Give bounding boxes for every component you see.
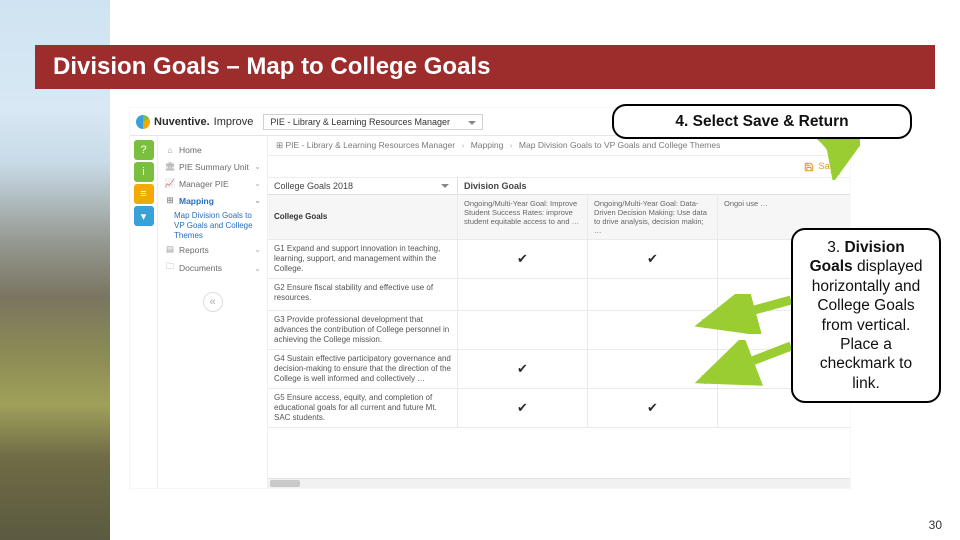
collapse-nav-button[interactable]: «	[203, 292, 223, 312]
nav-documents-label: Documents	[179, 263, 254, 273]
matrix-row: G5 Ensure access, equity, and completion…	[268, 389, 850, 428]
rail-help-icon[interactable]: ?	[134, 140, 154, 160]
nav-summary[interactable]: 🏛 PIE Summary Unit ⌄	[162, 158, 263, 175]
brand: Nuventive. Improve	[136, 115, 253, 129]
chevron-down-icon: ⌄	[254, 245, 261, 254]
nav-manager-label: Manager PIE	[179, 179, 254, 189]
matrix-cell[interactable]: ✔	[458, 350, 588, 388]
callout-b-post: displayed horizontally and College Goals…	[812, 258, 923, 391]
checkmark-icon: ✔	[517, 400, 528, 416]
arrow-to-grid-1	[695, 294, 795, 334]
nav-mapping[interactable]: ⊞ Mapping ⌄	[162, 192, 263, 209]
checkmark-icon: ✔	[647, 251, 658, 267]
callout-division-goals: 3. Division Goals displayed horizontally…	[791, 228, 941, 403]
scrollbar-thumb[interactable]	[270, 480, 300, 487]
nav-summary-label: PIE Summary Unit	[179, 162, 254, 172]
nav-home[interactable]: ⌂ Home	[162, 142, 263, 158]
action-bar: Save	[268, 156, 850, 178]
arrow-to-grid-2	[695, 340, 795, 390]
checkmark-icon: ✔	[647, 400, 658, 416]
rail-info-icon[interactable]: i	[134, 162, 154, 182]
chevron-down-icon: ⌄	[254, 179, 261, 188]
callout-b-pre: 3.	[827, 239, 844, 256]
checkmark-icon: ✔	[517, 251, 528, 267]
nav-mapping-sub[interactable]: Map Division Goals to VP Goals and Colle…	[162, 211, 263, 241]
nav-reports-label: Reports	[179, 245, 254, 255]
reports-icon: ▤	[164, 244, 176, 255]
matrix-left-header-select[interactable]: College Goals 2018	[268, 178, 458, 194]
icon-rail: ? i ≡ ▾	[130, 136, 158, 488]
chevron-down-icon: ⌄	[254, 162, 261, 171]
nav-documents[interactable]: 🗀 Documents ⌄	[162, 258, 263, 278]
matrix-left-header-label: College Goals 2018	[274, 181, 353, 191]
building-icon: 🏛	[164, 161, 176, 172]
matrix-column-header: Ongoing/Multi-Year Goal: Improve Student…	[458, 195, 588, 239]
program-selector-value: PIE - Library & Learning Resources Manag…	[270, 117, 450, 127]
matrix-cell[interactable]	[458, 279, 588, 310]
callout-a-text: 4. Select Save & Return	[675, 113, 848, 130]
matrix-cell[interactable]: ✔	[458, 389, 588, 427]
matrix-row-label: G2 Ensure fiscal stability and effective…	[268, 279, 458, 310]
matrix-row-label: G5 Ensure access, equity, and completion…	[268, 389, 458, 427]
chevron-down-icon: ⌄	[254, 264, 261, 273]
slide-title: Division Goals – Map to College Goals	[35, 45, 935, 89]
matrix-column-header-row: College GoalsOngoing/Multi-Year Goal: Im…	[268, 195, 850, 240]
matrix-cell[interactable]: ✔	[588, 389, 718, 427]
nav-pane: ⌂ Home 🏛 PIE Summary Unit ⌄ 📈 Manager PI…	[158, 136, 268, 488]
chart-icon: 📈	[164, 178, 176, 189]
matrix-cell[interactable]: ✔	[458, 240, 588, 278]
breadcrumb-c: Map Division Goals to VP Goals and Colle…	[519, 140, 720, 150]
rail-filter-icon[interactable]: ▾	[134, 206, 154, 226]
matrix-cell[interactable]	[458, 311, 588, 349]
checkmark-icon: ✔	[517, 361, 528, 377]
brand-name-a: Nuventive.	[154, 116, 210, 128]
matrix-column-header: Ongoing/Multi-Year Goal: Data-Driven Dec…	[588, 195, 718, 239]
callout-save-return: 4. Select Save & Return	[612, 104, 912, 139]
brand-name-b: Improve	[214, 116, 254, 128]
folder-icon: 🗀	[164, 261, 176, 275]
matrix-row-label: G4 Sustain effective participatory gover…	[268, 350, 458, 388]
matrix-left-subheader: College Goals	[268, 195, 458, 239]
matrix-row-label: G1 Expand and support innovation in teac…	[268, 240, 458, 278]
breadcrumb-a[interactable]: PIE - Library & Learning Resources Manag…	[286, 140, 456, 150]
nav-mapping-label: Mapping	[179, 196, 254, 206]
horizontal-scrollbar[interactable]	[268, 478, 850, 488]
chevron-down-icon: ⌄	[254, 196, 261, 205]
matrix-right-header: Division Goals	[458, 178, 850, 194]
rail-menu-icon[interactable]: ≡	[134, 184, 154, 204]
page-number: 30	[929, 518, 942, 532]
nav-reports[interactable]: ▤ Reports ⌄	[162, 241, 263, 258]
nav-home-label: Home	[179, 145, 261, 155]
mapping-icon: ⊞	[164, 195, 176, 206]
home-icon: ⌂	[164, 145, 176, 155]
matrix-row-label: G3 Provide professional development that…	[268, 311, 458, 349]
matrix-row: G1 Expand and support innovation in teac…	[268, 240, 850, 279]
matrix-cell[interactable]: ✔	[588, 240, 718, 278]
nav-manager[interactable]: 📈 Manager PIE ⌄	[162, 175, 263, 192]
brand-logo-icon	[136, 115, 150, 129]
arrow-to-save	[810, 132, 860, 180]
breadcrumb-b[interactable]: Mapping	[471, 140, 504, 150]
program-selector[interactable]: PIE - Library & Learning Resources Manag…	[263, 114, 483, 130]
matrix-header: College Goals 2018 Division Goals	[268, 178, 850, 195]
breadcrumb-icon: ⊞	[276, 140, 283, 150]
